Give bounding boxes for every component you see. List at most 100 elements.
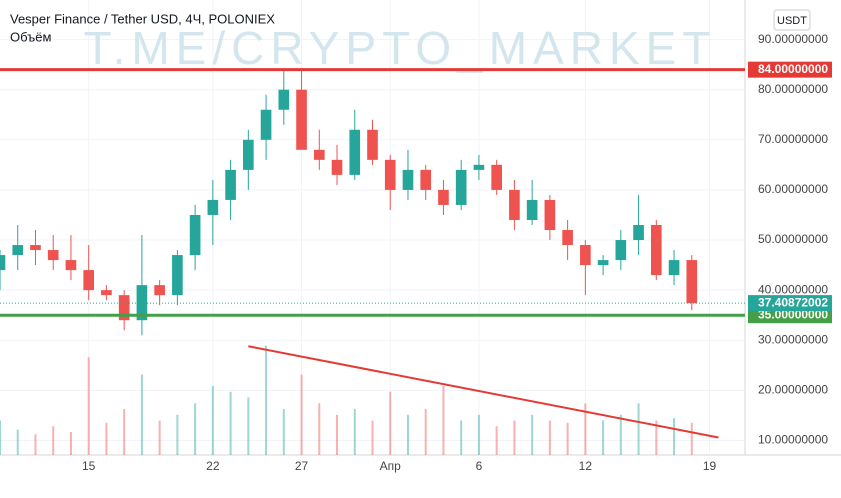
volume-bar: [336, 414, 339, 455]
candle-body: [313, 149, 325, 160]
candle-body: [207, 199, 219, 215]
volume-bar: [513, 420, 516, 455]
candle-body: [172, 255, 183, 296]
y-tick-label: 70.00000000: [758, 132, 828, 146]
candle-body: [47, 250, 59, 261]
candle-body: [580, 245, 591, 266]
volume-bar: [442, 386, 445, 455]
candle-body: [296, 89, 307, 150]
volume-bar: [123, 409, 126, 455]
volume-bar: [158, 420, 161, 455]
currency-button[interactable]: [773, 9, 811, 31]
volume-bar: [353, 409, 356, 455]
candle-body: [367, 129, 378, 160]
x-tick-label: 19: [703, 459, 717, 473]
y-tick-label: 80.00000000: [758, 82, 828, 96]
watermark: T.ME/CRYPTO_MARKET: [84, 22, 717, 74]
y-tick-label: 90.00000000: [758, 32, 828, 46]
currency-label[interactable]: USDT: [777, 15, 807, 27]
volume-bar: [140, 374, 143, 455]
volume-bar: [566, 422, 569, 455]
candle-body: [12, 245, 24, 256]
candle-body: [189, 214, 201, 256]
level-tag: [748, 295, 832, 312]
volume-bar: [176, 414, 179, 455]
y-tick-label: 60.00000000: [758, 182, 828, 196]
candle-body: [455, 169, 467, 205]
candle-body: [83, 270, 95, 291]
volume-bar: [495, 426, 498, 455]
x-tick-label: 12: [579, 459, 593, 473]
y-tick-label: 40.00000000: [758, 282, 828, 296]
candle-body: [65, 260, 77, 271]
y-tick-label: 10.00000000: [758, 433, 828, 447]
volume-bar: [655, 420, 658, 455]
trend-line: [248, 345, 719, 439]
y-tick-label: 50.00000000: [758, 232, 828, 246]
volume-bar: [318, 403, 321, 455]
candle-body: [243, 139, 254, 170]
level-tag: [748, 307, 832, 324]
volume-bar: [87, 357, 90, 455]
x-tick-label: 27: [295, 459, 309, 473]
volume-bar: [389, 391, 392, 455]
x-tick-label: 15: [82, 459, 96, 473]
volume-bar: [211, 386, 214, 455]
y-tick-label: 20.00000000: [758, 383, 828, 397]
level-label: 37.40872002: [758, 295, 828, 309]
volume-bar: [673, 418, 676, 455]
volume-bar: [531, 414, 534, 455]
volume-bar: [34, 434, 37, 455]
volume-bar: [602, 420, 605, 455]
volume-bar: [105, 422, 108, 455]
candle-body: [544, 199, 556, 231]
candle-body: [30, 245, 41, 251]
volume-bar: [371, 420, 374, 455]
volume-bar: [584, 403, 587, 455]
y-tick-label: 30.00000000: [758, 332, 828, 346]
candle-body: [562, 230, 573, 246]
volume-bar: [69, 432, 72, 455]
candle-body: [526, 199, 538, 220]
candle-body: [225, 169, 236, 200]
candle-body: [491, 164, 502, 190]
candle-body: [650, 224, 662, 276]
candle-body: [402, 169, 414, 190]
volume-bar: [247, 397, 250, 455]
candle-body: [509, 189, 520, 220]
candle-body: [384, 159, 396, 190]
volume-bar: [406, 414, 409, 455]
x-tick-label: 22: [206, 459, 220, 473]
x-tick-label: Апр: [380, 459, 402, 473]
candle-body: [349, 129, 361, 175]
candle-body: [101, 290, 112, 296]
candle-body: [438, 189, 449, 205]
volume-bar: [619, 414, 622, 455]
candle-body: [260, 109, 272, 140]
volume-bar: [424, 409, 427, 455]
x-tick-label: 6: [476, 459, 483, 473]
volume-bar: [477, 414, 480, 455]
candle-body: [686, 260, 698, 304]
volume-label: Объём: [10, 29, 51, 44]
volume-bar: [0, 420, 1, 455]
volume-bar: [194, 403, 197, 455]
volume-bar: [460, 420, 463, 455]
volume-bar: [52, 426, 55, 455]
volume-bar: [282, 409, 285, 455]
candle-body: [331, 159, 343, 175]
candle-body: [473, 164, 485, 170]
volume-bar: [690, 422, 693, 455]
candle-body: [420, 169, 432, 190]
volume-bar: [16, 429, 19, 455]
chart-title: Vesper Finance / Tether USD, 4Ч, POLONIE…: [10, 11, 275, 26]
candle-body: [633, 224, 644, 241]
level-label: 84.00000000: [758, 62, 828, 76]
volume-bar: [548, 420, 551, 455]
volume-bar: [229, 391, 232, 455]
candle-body: [597, 260, 609, 266]
volume-bar: [265, 345, 268, 455]
candle-body: [668, 260, 680, 276]
